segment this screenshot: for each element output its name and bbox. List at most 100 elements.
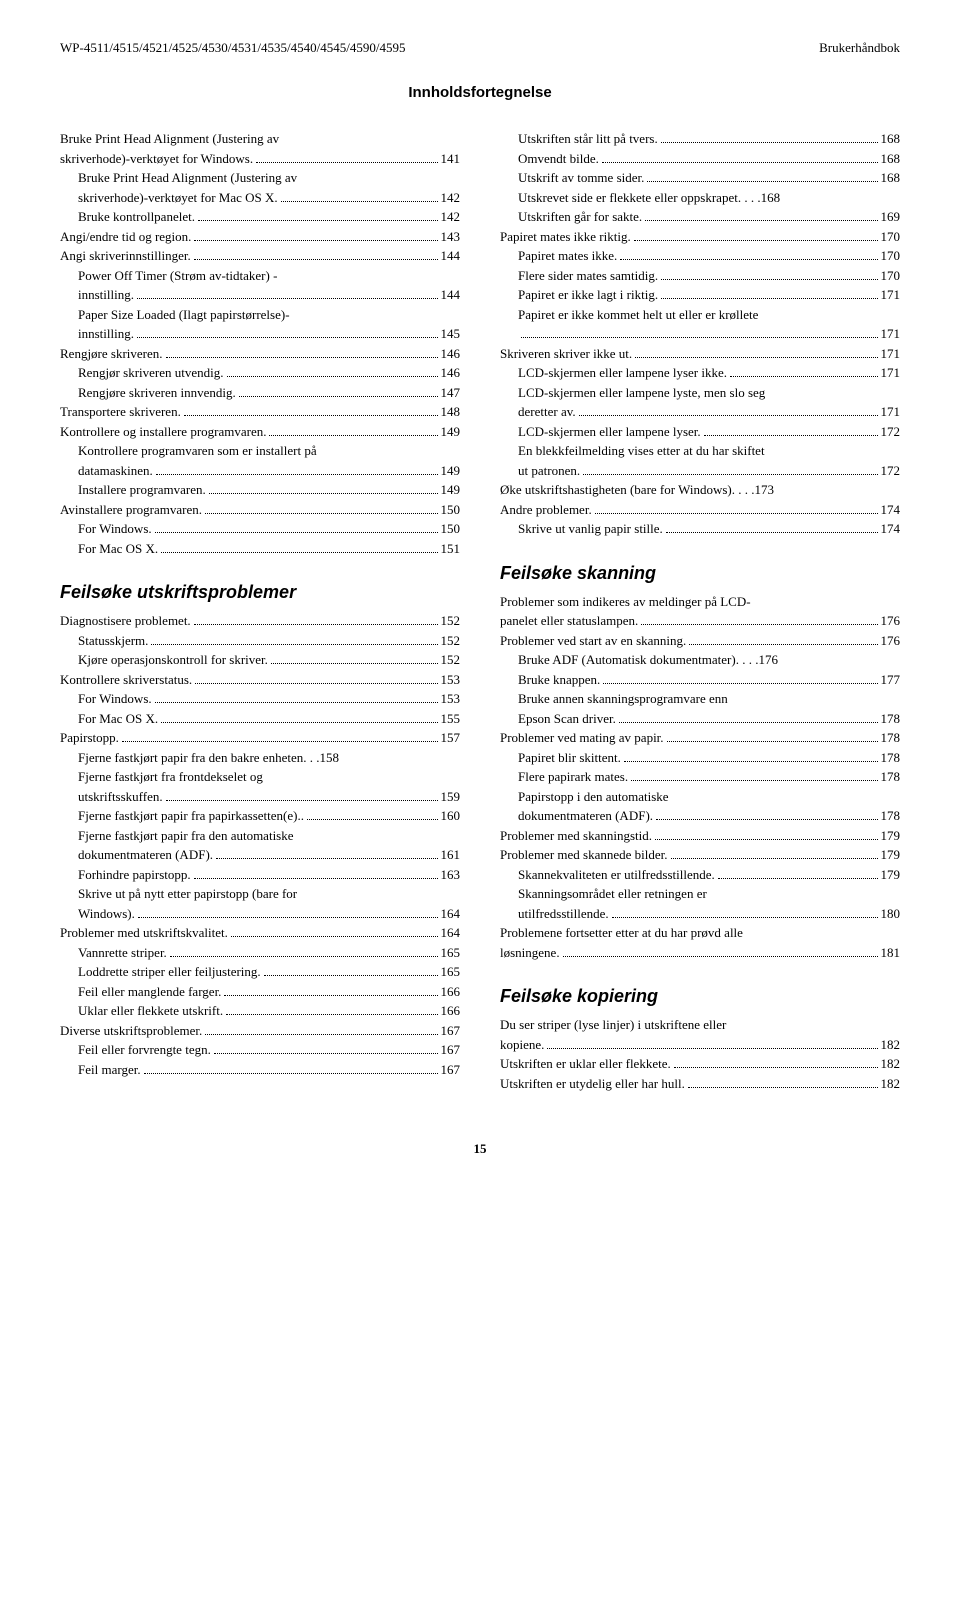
toc-label: Omvendt bilde. [518, 149, 599, 169]
toc-entry: ut patronen.172 [500, 461, 900, 481]
toc-entry: skriverhode)-verktøyet for Windows.141 [60, 149, 460, 169]
toc-entry: Utskrift av tomme sider.168 [500, 168, 900, 188]
toc-label: Bruke knappen. [518, 670, 600, 690]
page-number: 15 [60, 1141, 900, 1157]
toc-label: Vannrette striper. [78, 943, 167, 963]
toc-page: 179 [881, 845, 901, 865]
toc-entry: LCD-skjermen eller lampene lyser.172 [500, 422, 900, 442]
header-left: WP-4511/4515/4521/4525/4530/4531/4535/45… [60, 40, 405, 56]
section-heading: Feilsøke utskriftsproblemer [60, 582, 460, 603]
toc-page: 167 [441, 1040, 461, 1060]
toc-label: Øke utskriftshastigheten (bare for Windo… [500, 480, 754, 500]
toc-entry: Flere papirark mates. 178 [500, 767, 900, 787]
toc-entry: Papiret blir skittent.178 [500, 748, 900, 768]
toc-leader [264, 967, 438, 976]
toc-leader [688, 1078, 878, 1087]
toc-entry: Statusskjerm.152 [60, 631, 460, 651]
toc-entry: 171 [500, 324, 900, 344]
toc-entry: Feil eller forvrengte tegn. 167 [60, 1040, 460, 1060]
toc-entry: Rengjør skriveren utvendig. 146 [60, 363, 460, 383]
toc-page: 145 [441, 324, 461, 344]
toc-entry: Uklar eller flekkete utskrift.166 [60, 1001, 460, 1021]
toc-label: skriverhode)-verktøyet for Mac OS X. [78, 188, 278, 208]
toc-page: 171 [881, 285, 901, 305]
toc-page: 170 [881, 227, 901, 247]
toc-leader [226, 1006, 437, 1015]
toc-label: Fjerne fastkjørt papir fra papirkassette… [78, 806, 304, 826]
toc-leader [563, 947, 878, 956]
toc-leader [137, 290, 438, 299]
toc-page: 167 [441, 1060, 461, 1080]
toc-page: 148 [441, 402, 461, 422]
toc-leader [144, 1064, 438, 1073]
toc-label: Kjøre operasjonskontroll for skriver. [78, 650, 268, 670]
toc-entry-wrap: Kontrollere programvaren som er installe… [60, 441, 460, 461]
toc-entry: Feil marger.167 [60, 1060, 460, 1080]
toc-page: 182 [881, 1054, 901, 1074]
toc-entry-wrap: Papirstopp i den automatiske [500, 787, 900, 807]
toc-label: Rengjør skriveren utvendig. [78, 363, 224, 383]
toc-entry: Forhindre papirstopp.163 [60, 865, 460, 885]
toc-page: 178 [881, 767, 901, 787]
toc-page: 169 [881, 207, 901, 227]
toc-label: Uklar eller flekkete utskrift. [78, 1001, 223, 1021]
toc-label: innstilling. [78, 324, 134, 344]
toc-label: innstilling. [78, 285, 134, 305]
toc-entry: Utskriften står litt på tvers.168 [500, 129, 900, 149]
toc-page: 142 [441, 188, 461, 208]
toc-label: Flere papirark mates. [518, 767, 628, 787]
toc-label: Skannekvaliteten er utilfredsstillende. [518, 865, 715, 885]
toc-entry: Flere sider mates samtidig.170 [500, 266, 900, 286]
toc-page: 157 [441, 728, 461, 748]
toc-page: 142 [441, 207, 461, 227]
toc-page: 146 [441, 363, 461, 383]
toc-leader [155, 524, 438, 533]
toc-leader [170, 947, 438, 956]
toc-page: 174 [881, 500, 901, 520]
toc-entry: Vannrette striper.165 [60, 943, 460, 963]
toc-label: Feil eller forvrengte tegn. [78, 1040, 211, 1060]
toc-page: 171 [881, 344, 901, 364]
toc-entry: Kontrollere og installere programvaren.1… [60, 422, 460, 442]
toc-page: 172 [881, 422, 901, 442]
toc-page: 172 [881, 461, 901, 481]
toc-label: Bruke ADF (Automatisk dokumentmater). . … [518, 650, 758, 670]
toc-label: Kontrollere skriverstatus. [60, 670, 192, 690]
toc-leader [631, 772, 877, 781]
toc-leader [689, 635, 877, 644]
toc-entry: Transportere skriveren.148 [60, 402, 460, 422]
toc-entry: For Windows.153 [60, 689, 460, 709]
toc-label: deretter av. [518, 402, 576, 422]
toc-label: Flere sider mates samtidig. [518, 266, 658, 286]
toc-entry: Omvendt bilde. 168 [500, 149, 900, 169]
toc-leader [194, 869, 438, 878]
toc-entry: Rengjøre skriveren innvendig.147 [60, 383, 460, 403]
toc-page: 168 [881, 149, 901, 169]
toc-entry: Utskrevet side er flekkete eller oppskra… [500, 188, 900, 208]
toc-label: Loddrette striper eller feiljustering. [78, 962, 261, 982]
toc-entry: Bruke knappen.177 [500, 670, 900, 690]
toc-leader [156, 465, 438, 474]
toc-leader [205, 504, 438, 513]
toc-page: 168 [881, 168, 901, 188]
toc-leader [281, 192, 438, 201]
toc-page: 153 [441, 689, 461, 709]
toc-leader [166, 791, 438, 800]
toc-entry: Installere programvaren.149 [60, 480, 460, 500]
toc-leader [161, 713, 437, 722]
toc-label: Utskriften er utydelig eller har hull. [500, 1074, 685, 1094]
toc-label: løsningene. [500, 943, 560, 963]
toc-entry: utilfredsstillende.180 [500, 904, 900, 924]
toc-entry: utskriftsskuffen.159 [60, 787, 460, 807]
toc-label: For Mac OS X. [78, 539, 158, 559]
toc-entry: For Mac OS X.155 [60, 709, 460, 729]
right-column: Utskriften står litt på tvers.168Omvendt… [500, 129, 900, 1093]
toc-label: Problemer ved mating av papir. [500, 728, 664, 748]
toc-leader [656, 811, 877, 820]
toc-entry: Problemer med skannede bilder.179 [500, 845, 900, 865]
toc-label: datamaskinen. [78, 461, 153, 481]
toc-entry: Angi skriverinnstillinger.144 [60, 246, 460, 266]
toc-leader [579, 407, 878, 416]
toc-leader [224, 986, 437, 995]
header-right: Brukerhåndbok [819, 40, 900, 56]
